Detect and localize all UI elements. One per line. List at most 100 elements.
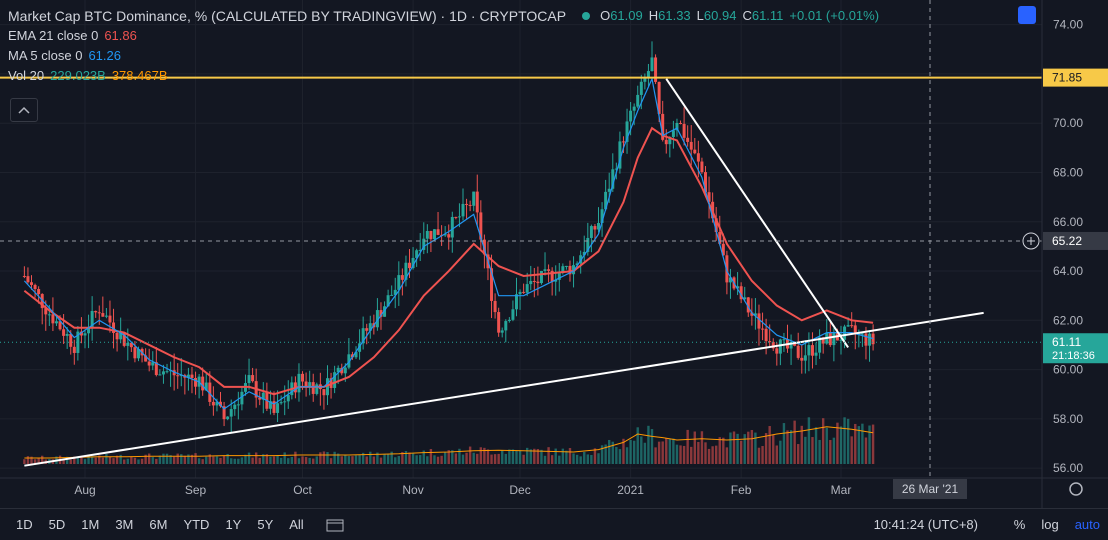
volume-bar — [422, 450, 425, 464]
candle-body — [119, 332, 123, 340]
candle-body — [144, 355, 148, 362]
range-6m[interactable]: 6M — [149, 517, 168, 532]
candle-body — [800, 357, 804, 361]
candle-body — [161, 371, 165, 375]
candle-body — [789, 341, 793, 349]
candle-body — [846, 325, 850, 327]
candle-body — [507, 319, 511, 322]
volume-bar — [772, 434, 775, 464]
volume-bar — [401, 452, 404, 464]
volume-bar — [583, 451, 586, 464]
candle-body — [26, 276, 30, 283]
chart-settings-button[interactable] — [1018, 6, 1036, 24]
volume-bar — [251, 457, 254, 464]
candle-body — [397, 275, 401, 290]
volume-bar — [458, 448, 461, 464]
candle-body — [839, 339, 843, 341]
volume-bar — [37, 458, 40, 464]
y-tick-label: 68.00 — [1053, 165, 1083, 179]
candle-body — [94, 310, 98, 313]
range-1y[interactable]: 1Y — [225, 517, 242, 532]
range-3m[interactable]: 3M — [115, 517, 134, 532]
chevron-up-icon — [18, 106, 30, 114]
candle-body — [807, 345, 811, 356]
range-1m[interactable]: 1M — [81, 517, 100, 532]
percent-scale-toggle[interactable]: % — [1013, 517, 1026, 532]
legend-ema-row[interactable]: EMA 21 close 0 61.86 — [8, 26, 879, 46]
volume-bar — [593, 448, 597, 464]
range-all[interactable]: All — [289, 517, 304, 532]
x-tick-label: Sep — [185, 483, 207, 497]
volume-bar — [558, 455, 561, 464]
candle-body — [133, 347, 137, 359]
candle-body — [657, 81, 661, 114]
candle-body — [707, 192, 711, 202]
volume-bar — [358, 454, 361, 464]
candle-body — [251, 375, 255, 382]
volume-bar — [415, 455, 418, 464]
candle-body — [44, 308, 48, 315]
range-ytd[interactable]: YTD — [183, 517, 210, 532]
ema-label: EMA 21 close 0 — [8, 28, 99, 43]
volume-bar — [187, 454, 190, 464]
ma-value: 61.26 — [88, 48, 121, 63]
candle-body — [582, 251, 586, 256]
auto-scale-toggle[interactable]: auto — [1074, 517, 1100, 532]
range-5d[interactable]: 5D — [48, 517, 66, 532]
volume-bar — [836, 422, 839, 464]
candle-body — [536, 281, 540, 284]
range-1d[interactable]: 1D — [16, 517, 33, 532]
candle-body — [586, 237, 590, 252]
legend-ma-row[interactable]: MA 5 close 0 61.26 — [8, 46, 879, 66]
volume-bar — [486, 449, 490, 464]
ma5-line — [23, 76, 874, 410]
trendline-downtrend — [665, 78, 849, 348]
candle-body — [589, 226, 593, 238]
volume-bar — [697, 441, 700, 464]
volume-bar — [329, 458, 333, 464]
candle-body — [604, 191, 608, 210]
volume-bar — [518, 450, 522, 464]
volume-bar — [797, 444, 800, 464]
volume-bar — [390, 451, 393, 464]
volume-bar — [554, 448, 557, 464]
volume-bar — [832, 437, 836, 464]
candle-body — [204, 382, 208, 391]
collapse-legend-button[interactable] — [10, 98, 38, 122]
volume-bar — [258, 457, 261, 464]
volume-bar — [540, 449, 543, 464]
date-range-icon[interactable] — [326, 518, 344, 532]
volume-bar — [508, 449, 511, 464]
candle-body — [108, 315, 112, 323]
range-5y[interactable]: 5Y — [257, 517, 274, 532]
candle-body — [450, 216, 454, 238]
candle-body — [350, 354, 354, 358]
ema-value: 61.86 — [104, 28, 137, 43]
candle-body — [868, 333, 872, 346]
volume-bar — [443, 452, 447, 464]
candle-body — [333, 372, 337, 388]
candle-body — [147, 361, 151, 366]
timezone-clock[interactable]: 10:41:24 (UTC+8) — [873, 517, 978, 532]
candle-body — [618, 141, 622, 169]
volume-bar — [33, 459, 37, 464]
symbol-title[interactable]: Market Cap BTC Dominance, % (CALCULATED … — [8, 8, 567, 24]
candle-body — [500, 330, 504, 333]
volume-bar — [743, 434, 746, 464]
candle-body — [226, 416, 230, 420]
volume-bar — [62, 458, 65, 464]
candle-body — [814, 352, 818, 356]
candle-body — [354, 351, 358, 358]
volume-bar — [397, 456, 401, 464]
candle-body — [664, 139, 668, 145]
volume-bar — [829, 440, 832, 464]
candle-body — [58, 321, 62, 330]
log-scale-toggle[interactable]: log — [1041, 517, 1059, 532]
volume-bar — [23, 459, 26, 464]
volume-bar — [215, 456, 219, 464]
legend-vol-row[interactable]: Vol 20 229.023B 378.467B — [8, 66, 879, 86]
candle-body — [347, 354, 351, 368]
volume-bar — [761, 446, 764, 464]
volume-bar — [294, 451, 297, 464]
